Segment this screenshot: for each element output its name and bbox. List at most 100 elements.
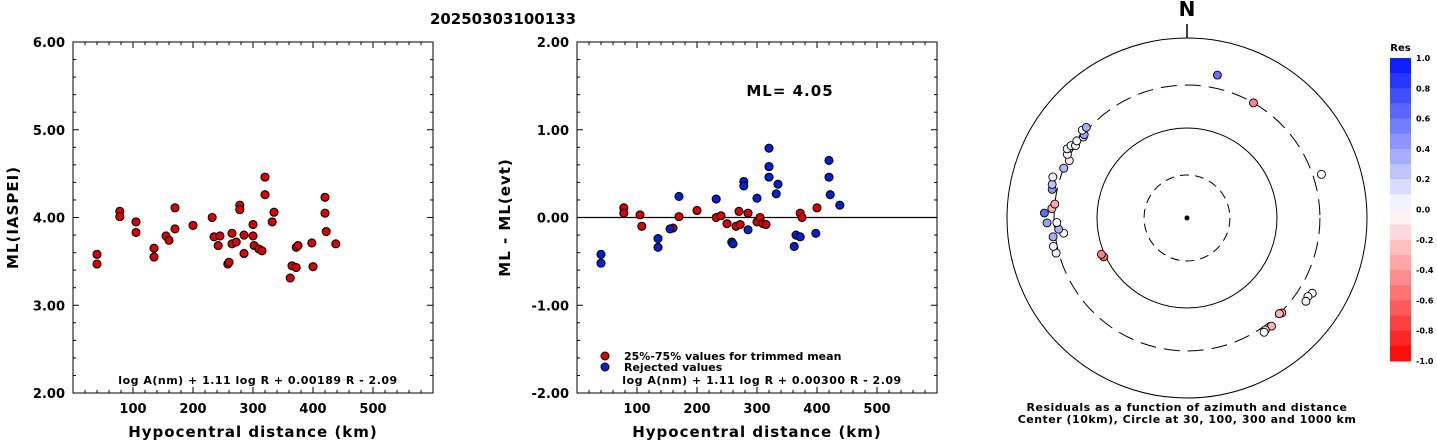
legend-marker — [600, 362, 610, 372]
colorbar-segment — [1390, 58, 1411, 74]
data-point — [170, 224, 180, 234]
station-marker — [1096, 249, 1106, 259]
data-point — [653, 234, 663, 244]
data-point — [164, 235, 174, 245]
station-marker — [1050, 199, 1060, 209]
y-tick-label: -2.00 — [532, 387, 569, 402]
station-marker — [1042, 218, 1052, 228]
station-marker — [1039, 208, 1049, 218]
data-point — [711, 194, 721, 204]
figure-title: 20250303100133 — [430, 10, 576, 28]
data-point — [321, 226, 331, 237]
y-tick-label: 4.00 — [33, 212, 65, 227]
x-axis-label: Hypocentral distance (km) — [632, 423, 882, 441]
data-point — [260, 172, 270, 182]
colorbar-segment — [1390, 73, 1411, 89]
legend-label: Rejected values — [624, 361, 723, 374]
colorbar-segment — [1390, 118, 1411, 135]
colorbar-segment — [1390, 330, 1411, 347]
data-point — [293, 241, 303, 251]
colorbar-segment — [1390, 164, 1411, 180]
azimuth-residual-map: N Residuals as a function of azimuth and … — [1006, 0, 1434, 426]
data-point — [752, 193, 762, 203]
colorbar-segment — [1390, 194, 1411, 210]
colorbar-tick-label: 0.4 — [1416, 145, 1431, 154]
colorbar-segment — [1390, 179, 1411, 195]
x-tick-label: 100 — [623, 402, 650, 417]
station-marker — [1259, 327, 1269, 337]
data-point — [764, 172, 774, 182]
x-tick-label: 100 — [119, 402, 146, 417]
data-point — [735, 219, 745, 230]
data-point — [285, 273, 295, 283]
x-tick-label: 500 — [359, 402, 386, 417]
data-point — [215, 231, 225, 241]
circle-300km — [1053, 84, 1321, 352]
colorbar-segment — [1390, 88, 1411, 104]
colorbar-segment — [1390, 239, 1411, 256]
station-marker — [1048, 172, 1058, 182]
data-point — [674, 212, 684, 222]
x-axis-label: Hypocentral distance (km) — [128, 423, 378, 441]
data-point — [692, 205, 702, 216]
station-marker — [1249, 98, 1258, 108]
data-point — [743, 208, 753, 218]
colorbar-tick-label: 1.0 — [1416, 54, 1431, 63]
y-axis-label: ML - ML(evt) — [496, 158, 514, 276]
x-tick-label: 400 — [803, 402, 830, 417]
x-tick-label: 300 — [743, 402, 770, 417]
map-caption-1: Residuals as a function of azimuth and d… — [1027, 401, 1348, 414]
data-point — [231, 237, 241, 247]
station-marker — [1047, 179, 1057, 189]
data-point — [131, 227, 141, 237]
data-point — [771, 189, 781, 199]
data-point — [596, 249, 606, 259]
north-label: N — [1179, 0, 1196, 21]
data-point — [269, 207, 279, 217]
data-point — [267, 217, 277, 227]
station-marker — [1212, 70, 1222, 80]
data-point — [637, 221, 647, 231]
colorbar-tick-label: -0.4 — [1416, 266, 1434, 275]
data-point — [170, 203, 180, 213]
station-marker — [1081, 122, 1091, 132]
map-caption-2: Center (10km), Circle at 30, 100, 300 an… — [1018, 413, 1357, 426]
colorbar-segment — [1390, 315, 1411, 332]
data-point — [149, 252, 159, 262]
data-point — [619, 208, 629, 218]
y-tick-label: 1.00 — [537, 124, 569, 139]
colorbar-tick-label: 0.2 — [1416, 175, 1430, 184]
x-tick-label: 500 — [863, 402, 890, 417]
data-point — [761, 219, 771, 230]
data-point — [739, 181, 749, 191]
colorbar-segment — [1390, 300, 1411, 317]
colorbar-segment — [1390, 103, 1411, 120]
station-marker — [1059, 163, 1069, 173]
colorbar-segment — [1390, 224, 1411, 241]
data-point — [812, 203, 822, 213]
x-tick-label: 300 — [239, 402, 266, 417]
data-point — [722, 219, 732, 229]
y-tick-label: 5.00 — [33, 124, 65, 139]
colorbar-tick-label: -0.2 — [1416, 236, 1434, 245]
data-point — [320, 208, 330, 218]
data-point — [308, 262, 318, 272]
x-tick-label: 400 — [299, 402, 326, 417]
colorbar-tick-label: 0.0 — [1416, 206, 1431, 215]
data-point — [331, 239, 341, 249]
data-point — [239, 230, 249, 240]
legend-marker — [600, 351, 610, 361]
data-point — [213, 241, 223, 251]
data-point — [728, 239, 738, 249]
data-point — [764, 143, 774, 153]
station-marker — [1048, 241, 1058, 251]
y-tick-label: 6.00 — [33, 36, 65, 51]
legend-label: 25%-75% values for trimmed mean — [624, 350, 841, 363]
residual-vs-distance-plot: 100 200 300 400 500 -2.00 -1.00 0.00 1.00 2.00 Hyp… — [496, 36, 938, 441]
y-tick-label: 0.00 — [537, 212, 569, 227]
data-point — [734, 206, 744, 216]
data-point — [248, 231, 258, 241]
data-point — [674, 191, 684, 201]
data-point — [149, 243, 159, 253]
